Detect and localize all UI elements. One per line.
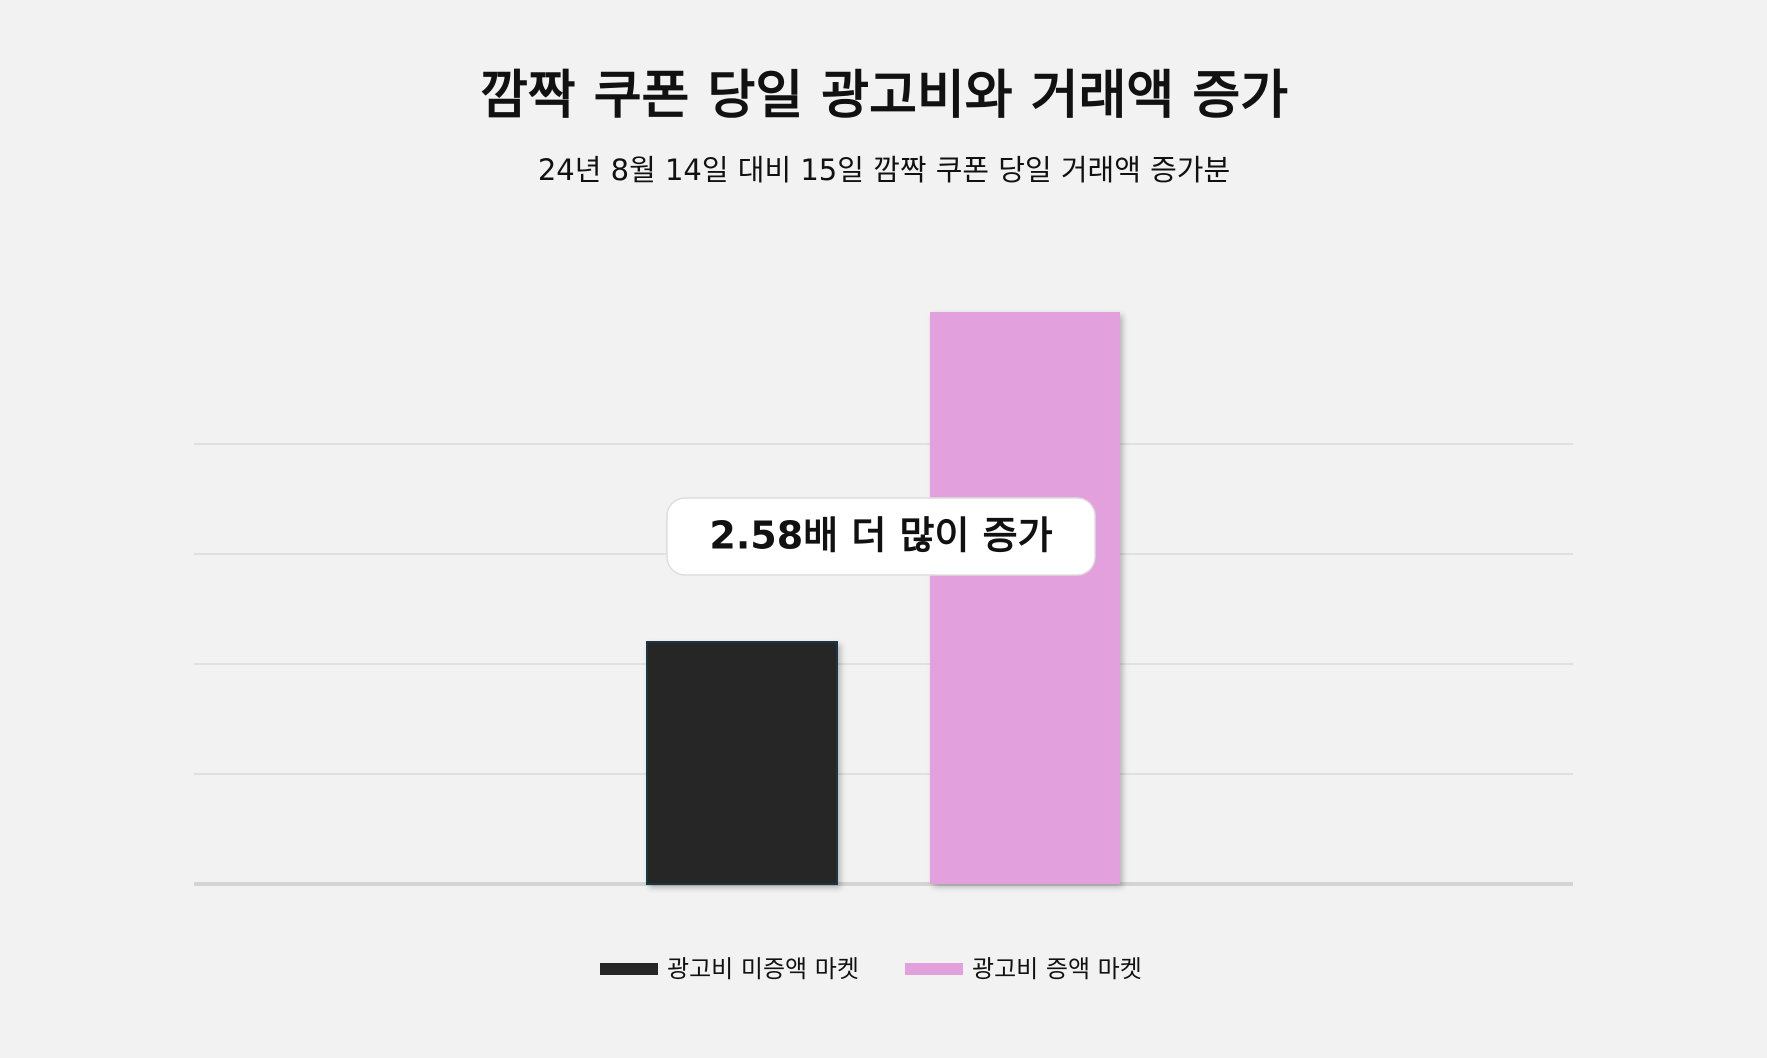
annotation: 2.58배 더 많이 증가 (666, 497, 1096, 576)
bar (646, 641, 838, 885)
chart-title: 깜짝 쿠폰 당일 광고비와 거래액 증가 (480, 66, 1288, 126)
chart-subtitle: 24년 8월 14일 대비 15일 깜짝 쿠폰 당일 거래액 증가분 (538, 153, 1230, 187)
legend-swatch (600, 963, 658, 975)
bar (930, 312, 1120, 884)
annotation-text: 2.58배 더 많이 증가 (709, 514, 1052, 558)
bars (646, 312, 1120, 885)
annotation-box (666, 497, 1096, 576)
legend-swatch (905, 963, 963, 975)
legend: 광고비 미증액 마켓 광고비 증액 마켓 (600, 955, 1142, 983)
legend-label: 광고비 증액 마켓 (972, 955, 1142, 983)
legend-label: 광고비 미증액 마켓 (667, 955, 859, 983)
